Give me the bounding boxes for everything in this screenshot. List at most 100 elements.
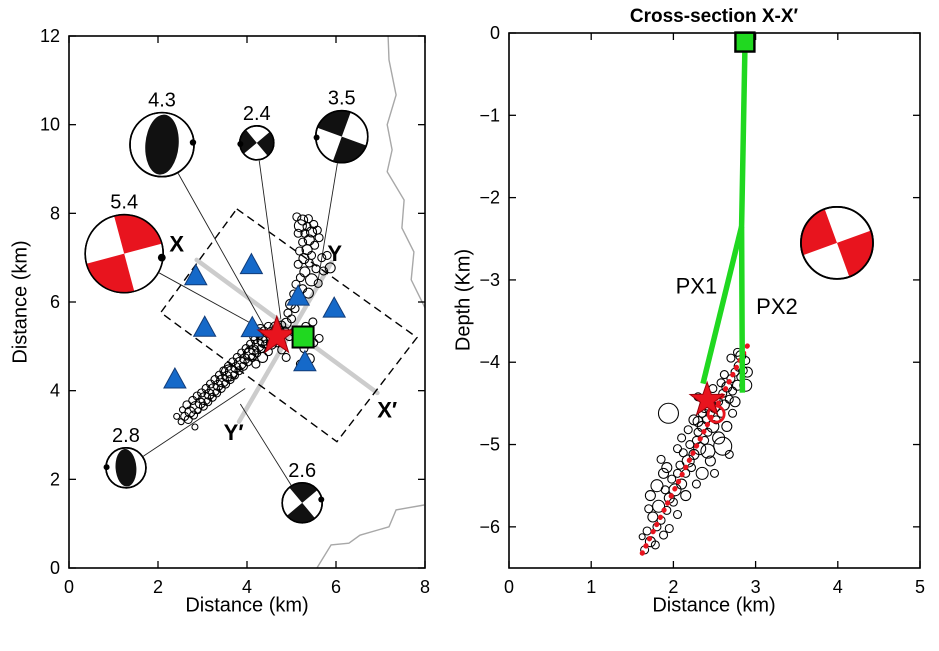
map-border xyxy=(68,35,426,569)
map-xtick-label: 6 xyxy=(331,577,341,597)
magnitude-label: 4.3 xyxy=(148,90,176,112)
connector-line xyxy=(239,403,292,486)
beachball-band xyxy=(115,449,137,487)
earthquake-circle xyxy=(677,433,687,443)
earthquake-circle xyxy=(658,467,670,479)
earthquake-circle xyxy=(295,273,305,283)
earthquake-circle xyxy=(700,443,716,459)
coastline xyxy=(386,35,426,309)
section-ytick-label: 0 xyxy=(490,23,500,43)
map-ytick-label: 6 xyxy=(50,292,60,312)
earthquake-circle xyxy=(220,364,238,382)
polarity-dot xyxy=(103,464,110,471)
earthquake-circle xyxy=(638,533,646,541)
earthquake-circle xyxy=(668,497,678,507)
beachball-rim xyxy=(800,205,874,280)
earthquake-circle xyxy=(319,266,329,276)
earthquake-circle xyxy=(680,490,692,502)
beachball-quadrant xyxy=(800,209,837,256)
connector-line xyxy=(258,160,282,319)
earthquake-circle xyxy=(685,440,695,450)
earthquake-circle xyxy=(281,352,291,362)
section-xtick-label: 3 xyxy=(751,577,761,597)
earthquake-circle xyxy=(183,414,193,425)
well-path-label: PX1 xyxy=(676,274,718,299)
map-xtick-label: 2 xyxy=(153,577,163,597)
section-border xyxy=(508,32,921,569)
polarity-dot xyxy=(318,496,325,503)
earthquake-circle xyxy=(667,474,677,484)
earthquake-circle xyxy=(683,425,693,435)
earthquake-circle xyxy=(695,466,709,480)
earthquake-circle xyxy=(704,455,716,467)
map-yaxis-label: Distance (km) xyxy=(9,240,32,364)
section-xtick-label: 2 xyxy=(668,577,678,597)
earthquake-circle xyxy=(304,258,314,268)
earthquake-circle xyxy=(709,468,720,478)
beachball-quadrant xyxy=(289,482,318,503)
map-xtick-label: 0 xyxy=(64,577,74,597)
earthquake-circle xyxy=(293,228,303,238)
section-endpoint-label: Y′ xyxy=(224,420,244,445)
map-ytick-label: 4 xyxy=(50,381,60,401)
earthquake-circle xyxy=(716,378,726,388)
earthquake-circle xyxy=(192,391,202,401)
earthquake-circle xyxy=(298,253,310,265)
section-endpoint-label: Y xyxy=(327,241,342,266)
earthquake-circle xyxy=(729,396,741,408)
earthquake-circle xyxy=(713,436,733,456)
earthquake-circle xyxy=(293,259,303,269)
earthquake-circle xyxy=(672,444,683,454)
earthquake-circle xyxy=(664,523,674,534)
section-xaxis-label: Distance (km) xyxy=(652,594,776,617)
earthquake-circle xyxy=(728,408,738,418)
mainshock-star xyxy=(256,314,298,354)
earthquake-circle xyxy=(644,490,656,502)
hypocenter-star xyxy=(688,380,726,416)
beachball-rim xyxy=(281,482,323,524)
polarity-dot xyxy=(313,134,320,141)
map-xaxis-label: Distance (km) xyxy=(185,594,309,617)
earthquake-circle xyxy=(322,250,332,260)
earthquake-circle xyxy=(650,479,664,493)
earthquake-circle xyxy=(656,454,666,464)
earthquake-circle xyxy=(642,526,652,536)
magnitude-label: 2.8 xyxy=(112,425,140,447)
earthquake-circle xyxy=(302,287,314,299)
beachball-quadrant xyxy=(256,131,274,156)
earthquake-circle xyxy=(313,278,323,288)
earthquake-circle xyxy=(659,530,669,540)
earthquake-circle xyxy=(726,353,736,363)
earthquake-circle xyxy=(173,412,181,420)
polarity-dot xyxy=(237,140,244,147)
earthquake-circle xyxy=(672,509,683,520)
connector-line xyxy=(317,163,338,280)
section-ytick-label: −4 xyxy=(479,352,500,372)
earthquake-circle xyxy=(189,410,199,420)
beachball-band xyxy=(145,114,179,175)
section-yaxis-label: Depth (Km) xyxy=(452,248,475,352)
earthquake-circle xyxy=(257,351,269,363)
earthquake-circle xyxy=(243,345,259,361)
earthquake-circle xyxy=(191,423,199,431)
earthquake-circle xyxy=(657,402,679,424)
earthquake-circle xyxy=(721,420,733,432)
earthquake-circle xyxy=(305,226,318,238)
earthquake-circle xyxy=(312,225,322,235)
beachball-quadrant xyxy=(239,129,257,154)
polarity-dot xyxy=(157,253,166,262)
beachball-rim xyxy=(84,213,164,294)
earthquake-circle xyxy=(283,308,293,318)
earthquake-circle xyxy=(310,240,320,250)
connector-line xyxy=(143,388,246,457)
magnitude-label: 2.4 xyxy=(243,103,271,125)
earthquake-circle xyxy=(724,449,734,459)
earthquake-circle xyxy=(280,317,292,329)
earthquake-circle xyxy=(298,237,308,247)
earthquake-circle xyxy=(294,246,305,256)
earthquake-circle xyxy=(324,262,336,274)
map-xtick-label: 8 xyxy=(420,577,430,597)
map-ytick-label: 2 xyxy=(50,469,60,489)
